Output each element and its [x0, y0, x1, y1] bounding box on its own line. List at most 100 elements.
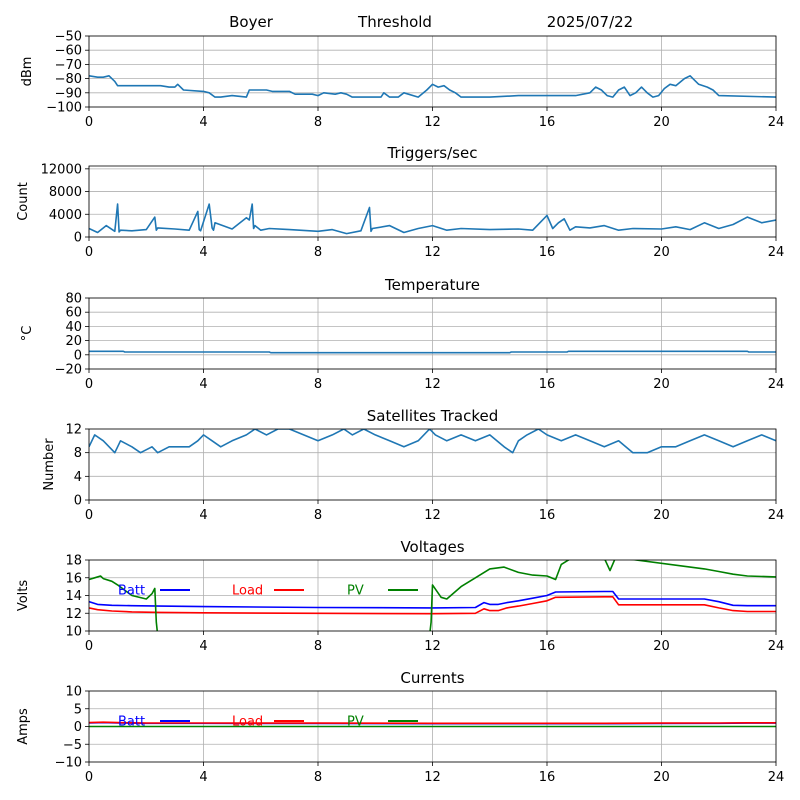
- legend-label-batt: Batt: [118, 715, 145, 730]
- y-tick-label: 14: [65, 589, 82, 604]
- y-tick-label: 40: [65, 320, 82, 335]
- x-tick-label: 24: [768, 508, 785, 523]
- x-tick-label: 4: [199, 245, 207, 260]
- x-tick-label: 0: [85, 115, 93, 130]
- x-tick-label: 0: [85, 639, 93, 654]
- legend-label-load: Load: [232, 584, 263, 599]
- chart-title: Voltages: [400, 538, 464, 556]
- x-tick-label: 20: [653, 245, 670, 260]
- x-tick-label: 20: [653, 377, 670, 392]
- y-tick-label: 60: [65, 306, 82, 321]
- x-tick-label: 20: [653, 639, 670, 654]
- y-tick-label: −20: [55, 363, 82, 378]
- y-tick-label: 10: [65, 625, 82, 640]
- y-axis-label: °C: [20, 326, 35, 342]
- x-tick-label: 24: [768, 639, 785, 654]
- y-tick-label: 16: [65, 571, 82, 586]
- x-tick-label: 24: [768, 377, 785, 392]
- x-tick-label: 4: [199, 377, 207, 392]
- x-tick-label: 4: [199, 508, 207, 523]
- y-tick-label: 0: [74, 348, 82, 363]
- legend-label-load: Load: [232, 715, 263, 730]
- series-line-0: [89, 203, 776, 235]
- chart-title: Currents: [400, 669, 464, 687]
- x-tick-label: 0: [85, 377, 93, 392]
- x-tick-label: 12: [424, 245, 441, 260]
- x-tick-label: 12: [424, 377, 441, 392]
- header-station: Boyer: [229, 13, 274, 31]
- x-tick-label: 0: [85, 770, 93, 785]
- x-tick-label: 24: [768, 245, 785, 260]
- series-line-pv: [89, 560, 776, 631]
- panel-0: 0 4 8 12 16 20 24 −100−90−80−70−60−50 dBm: [20, 30, 784, 131]
- y-tick-label: 20: [65, 334, 82, 349]
- y-tick-label: 12: [65, 607, 82, 622]
- series-line-0: [89, 350, 776, 354]
- y-tick-label: 4000: [49, 208, 82, 223]
- x-tick-label: 8: [314, 639, 322, 654]
- x-tick-label: 8: [314, 377, 322, 392]
- series-line-load: [89, 721, 776, 725]
- x-tick-label: 12: [424, 639, 441, 654]
- y-tick-label: 4: [74, 470, 82, 485]
- y-tick-label: 5: [74, 702, 82, 717]
- header-mode: Threshold: [357, 13, 432, 31]
- x-tick-label: 24: [768, 770, 785, 785]
- y-tick-label: 0: [74, 231, 82, 246]
- y-tick-label: 8000: [49, 185, 82, 200]
- panel-4: 0 4 8 12 16 20 24 10 12 14 16 18 Voltages Volts Batt Lo…: [16, 538, 784, 654]
- series-line-0: [89, 429, 776, 454]
- chart-title: Satellites Tracked: [367, 407, 498, 425]
- x-tick-label: 8: [314, 770, 322, 785]
- x-tick-label: 24: [768, 115, 785, 130]
- x-tick-label: 4: [199, 115, 207, 130]
- legend-label-batt: Batt: [118, 584, 145, 599]
- x-tick-label: 12: [424, 115, 441, 130]
- x-tick-label: 16: [539, 508, 556, 523]
- x-tick-label: 20: [653, 770, 670, 785]
- x-tick-label: 0: [85, 508, 93, 523]
- y-tick-label: −90: [55, 86, 82, 101]
- y-tick-label: −80: [55, 72, 82, 87]
- y-tick-label: 0: [74, 720, 82, 735]
- y-tick-label: −50: [55, 30, 82, 45]
- x-tick-label: 20: [653, 508, 670, 523]
- panel-1: 0 4 8 12 16 20 24 0 4000 8000 12000 Triggers/sec Cou…: [16, 144, 784, 260]
- y-tick-label: 0: [74, 494, 82, 509]
- x-tick-label: 20: [653, 115, 670, 130]
- y-tick-label: −60: [55, 44, 82, 59]
- series-line-load: [89, 595, 776, 615]
- x-tick-label: 4: [199, 639, 207, 654]
- y-tick-label: −5: [63, 738, 82, 753]
- x-tick-label: 16: [539, 639, 556, 654]
- x-tick-label: 8: [314, 115, 322, 130]
- figure-header: Boyer Threshold 2025/07/22: [229, 13, 633, 31]
- series-line-0: [89, 75, 776, 98]
- x-tick-label: 16: [539, 245, 556, 260]
- panel-3: 0 4 8 12 16 20 24 0 4 8 12 Satellites Tracked Number: [42, 407, 784, 523]
- x-tick-label: 16: [539, 770, 556, 785]
- y-axis-label: dBm: [20, 57, 35, 87]
- series-line-batt: [89, 590, 776, 609]
- y-tick-label: 18: [65, 554, 82, 569]
- y-axis-label: Number: [42, 438, 57, 491]
- y-tick-label: 8: [74, 446, 82, 461]
- x-tick-label: 8: [314, 508, 322, 523]
- legend-label-pv: PV: [347, 584, 364, 599]
- x-tick-label: 12: [424, 770, 441, 785]
- y-tick-label: −10: [55, 756, 82, 771]
- x-tick-label: 16: [539, 115, 556, 130]
- header-date: 2025/07/22: [547, 13, 633, 31]
- chart-title: Temperature: [384, 276, 480, 294]
- y-tick-label: −100: [46, 101, 82, 116]
- y-tick-label: 10: [65, 685, 82, 700]
- x-tick-label: 0: [85, 245, 93, 260]
- y-axis-label: Volts: [16, 580, 31, 612]
- y-tick-label: 12000: [41, 162, 82, 177]
- panel-5: 0 4 8 12 16 20 24 −10 −5 0 5 10 Currents Amps Batt Load…: [16, 669, 784, 785]
- y-tick-label: 80: [65, 292, 82, 307]
- x-tick-label: 8: [314, 245, 322, 260]
